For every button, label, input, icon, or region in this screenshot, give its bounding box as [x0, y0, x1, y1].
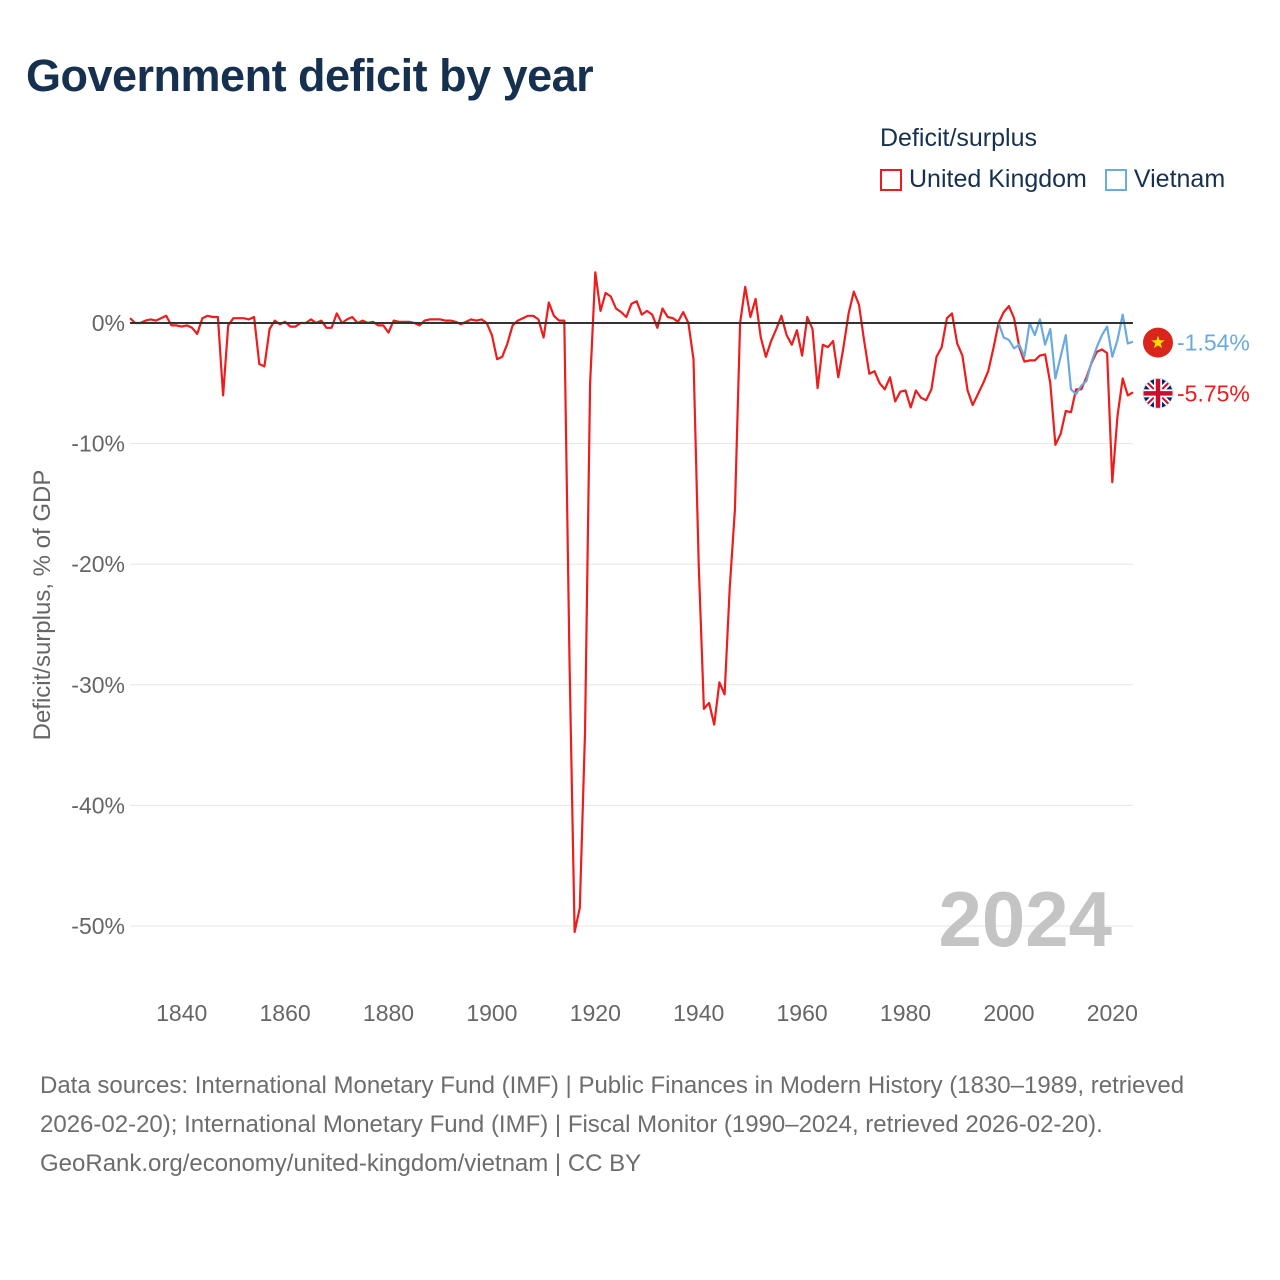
chart-title: Government deficit by year [26, 50, 594, 101]
footer: Data sources: International Monetary Fun… [40, 1066, 1240, 1183]
x-tick-label: 1920 [570, 1000, 621, 1026]
x-tick-label: 1960 [777, 1000, 828, 1026]
chart-plot: 0% -10% -20% -30% -40% -50% 1840 1860 1880 1900 19… [29, 271, 1250, 1026]
x-tick-label: 1940 [673, 1000, 724, 1026]
y-axis-title: Deficit/surplus, % of GDP [29, 470, 56, 741]
x-tick-label: 2020 [1087, 1000, 1138, 1026]
x-tick-label: 1880 [363, 1000, 414, 1026]
y-tick-label: -20% [71, 551, 125, 577]
y-tick-label: -10% [71, 431, 125, 457]
x-tick-label: 1980 [880, 1000, 931, 1026]
series-line-vietnam [997, 313, 1134, 396]
legend-swatch-vietnam [1104, 168, 1127, 191]
legend: United Kingdom Vietnam [880, 165, 1243, 194]
x-tick-label: 2000 [983, 1000, 1034, 1026]
y-tick-label: -30% [71, 672, 125, 698]
uk-flag-cross-red [1143, 378, 1173, 409]
x-tick-label: 1860 [260, 1000, 311, 1026]
legend-item-vietnam[interactable]: Vietnam [1104, 165, 1226, 194]
uk-flag-icon [1143, 378, 1173, 409]
data-sources: Data sources: International Monetary Fun… [40, 1072, 1185, 1138]
x-tick-label: 1900 [466, 1000, 517, 1026]
credit-link[interactable]: GeoRank.org/economy/united-kingdom/vietn… [40, 1150, 642, 1177]
y-tick-label: -40% [71, 792, 125, 818]
y-tick-label: 0% [92, 310, 125, 336]
uk-flag-ring [1142, 377, 1174, 409]
year-watermark: 2024 [938, 875, 1112, 963]
legend-label-vietnam: Vietnam [1133, 165, 1226, 193]
legend-label-united-kingdom: United Kingdom [909, 165, 1087, 193]
end-label-vietnam: -1.54% [1177, 330, 1250, 356]
series-line-united-kingdom [129, 271, 1134, 934]
x-tick-label: 1840 [156, 1000, 207, 1026]
y-tick-label: -50% [71, 913, 125, 939]
legend-swatch-united-kingdom [880, 168, 902, 191]
legend-item-united-kingdom[interactable]: United Kingdom [880, 165, 1087, 194]
end-label-united-kingdom: -5.75% [1177, 380, 1250, 406]
vietnam-flag-star [1151, 335, 1165, 349]
legend-title: Deficit/surplus [880, 124, 1037, 152]
